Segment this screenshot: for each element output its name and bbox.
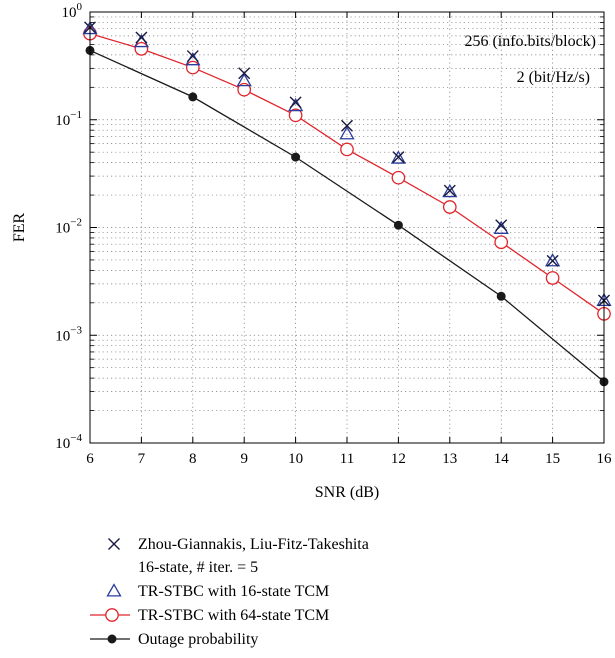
data-point: [546, 254, 559, 267]
data-point: [185, 60, 200, 75]
legend-marker: [105, 608, 119, 622]
marker-stroke: [135, 31, 148, 44]
x-axis-label: SNR (dB): [315, 484, 379, 501]
legend-symbol-filled-circle-line: [90, 634, 130, 644]
y-tick-label: 100: [62, 1, 83, 21]
legend-label-outage: Outage probability: [138, 631, 258, 648]
tick-labels: 6 7 8 9 10 11 12 13 14 15 16 100 10−1 10−2 10−3 10−4: [55, 1, 612, 467]
marker-stroke: [495, 219, 508, 232]
data-point: [340, 142, 354, 157]
x-tick-label: 13: [442, 451, 457, 467]
marker-stroke: [546, 254, 559, 267]
legend-label-zhou-giannakis-detail: 16-state, # iter. = 5: [138, 559, 258, 576]
data-point: [493, 220, 509, 234]
data-point: [339, 126, 355, 140]
data-point: [236, 72, 252, 87]
data-point: [443, 184, 456, 197]
x-tick-label: 8: [189, 451, 197, 467]
data-point: [442, 183, 458, 198]
data-point: [134, 41, 149, 56]
x-tick-label: 6: [86, 451, 94, 467]
x-tick-label: 14: [494, 451, 510, 467]
x-tick-label: 11: [340, 451, 354, 467]
legend-item-outage: Outage probability: [90, 631, 258, 648]
data-point: [135, 31, 148, 44]
data-point: [544, 253, 561, 267]
legend-item-tr-stbc-64: TR-STBC with 64-state TCM: [90, 607, 329, 624]
marker-stroke: [289, 96, 302, 109]
y-tick-label: 10−3: [55, 324, 82, 344]
series-0: [84, 21, 610, 307]
data-point: [238, 67, 251, 80]
legend-marker: [108, 538, 120, 550]
marker-stroke: [392, 151, 405, 164]
legend-item-tr-stbc-16: TR-STBC with 16-state TCM: [106, 583, 329, 600]
series-3: [85, 45, 609, 387]
y-tick-label: 10−4: [55, 432, 82, 452]
data-point: [390, 150, 407, 164]
plot-frame: [89, 11, 605, 444]
data-point: [494, 235, 509, 250]
legend-label-tr-stbc-16: TR-STBC with 16-state TCM: [138, 583, 329, 600]
legend: Zhou-Giannakis, Liu-Fitz-Takeshita 16-st…: [90, 536, 369, 648]
data-point: [289, 96, 302, 109]
y-tick-label: 10−2: [55, 217, 82, 237]
legend-item-zhou-giannakis: Zhou-Giannakis, Liu-Fitz-Takeshita 16-st…: [108, 536, 369, 576]
legend-label-tr-stbc-64: TR-STBC with 64-state TCM: [138, 607, 329, 624]
data-point: [186, 50, 199, 63]
data-point: [291, 152, 301, 162]
x-tick-label: 15: [545, 451, 560, 467]
y-axis-label: FER: [11, 213, 28, 243]
marker-stroke: [186, 50, 199, 63]
marker-stroke: [341, 119, 353, 132]
data-point: [495, 219, 508, 232]
data-point: [392, 151, 405, 164]
data-point: [288, 108, 303, 123]
legend-symbol-cross: [108, 538, 120, 550]
annotation-spectral-efficiency: 2 (bit/Hz/s): [517, 69, 590, 86]
data-point: [341, 119, 353, 132]
data-point: [391, 170, 406, 185]
data-point: [237, 82, 252, 97]
data-point: [545, 271, 560, 285]
data-point: [393, 220, 403, 230]
x-tick-label: 16: [597, 451, 613, 467]
legend-symbol-triangle: [106, 583, 122, 597]
marker-stroke: [108, 538, 120, 550]
x-tick-label: 7: [138, 451, 146, 467]
marker-stroke: [443, 184, 456, 197]
legend-symbol-open-circle-line: [90, 608, 130, 622]
data-point: [442, 200, 457, 214]
x-tick-label: 10: [288, 451, 303, 467]
series-layer: [82, 20, 612, 387]
data-point: [496, 291, 506, 301]
series-line: [89, 49, 605, 383]
x-tick-label: 9: [240, 451, 248, 467]
x-tick-label: 12: [391, 451, 406, 467]
y-tick-label: 10−1: [55, 109, 82, 129]
legend-marker: [107, 634, 117, 644]
legend-label-zhou-giannakis: Zhou-Giannakis, Liu-Fitz-Takeshita: [138, 536, 369, 553]
legend-marker: [106, 583, 122, 597]
annotation-block-size: 256 (info.bits/block): [464, 33, 596, 50]
marker-stroke: [238, 67, 251, 80]
data-point: [188, 92, 198, 102]
